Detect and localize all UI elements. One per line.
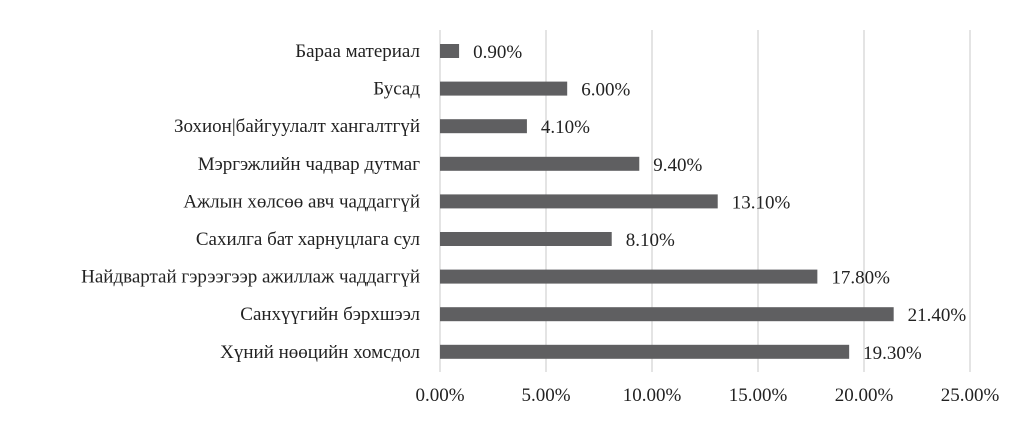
category-label: Зохион|байгуулалт хангалтгүй bbox=[174, 116, 420, 137]
data-label: 9.40% bbox=[653, 155, 702, 176]
data-label: 4.10% bbox=[541, 117, 590, 138]
category-label: Найдвартай гэрээгээр ажиллаж чаддаггүй bbox=[81, 267, 420, 288]
category-label: Сахилга бат харнуцлага сул bbox=[196, 229, 421, 250]
x-tick-label: 10.00% bbox=[623, 385, 682, 406]
bar bbox=[440, 307, 894, 322]
bar bbox=[440, 81, 568, 96]
bar bbox=[440, 44, 460, 58]
category-label: Санхүүгийн бэрхшээл bbox=[240, 304, 420, 325]
x-axis-ticks: 0.00% 5.00% 10.00% 15.00% 20.00% 25.00% bbox=[415, 385, 999, 406]
x-tick-label: 5.00% bbox=[521, 385, 570, 406]
x-tick-label: 0.00% bbox=[415, 385, 464, 406]
data-labels: 0.90% 6.00% 4.10% 9.40% 13.10% 8.10% 17.80% 21.… bbox=[473, 42, 966, 364]
bars bbox=[440, 44, 894, 359]
data-label: 8.10% bbox=[626, 230, 675, 251]
category-labels: Бараа материал Бусад Зохион|байгуулалт хан… bbox=[81, 41, 420, 363]
category-label: Бараа материал bbox=[295, 41, 420, 62]
data-label: 17.80% bbox=[831, 268, 890, 289]
category-label: Бусад bbox=[373, 79, 420, 100]
x-tick-label: 15.00% bbox=[729, 385, 788, 406]
category-label: Мэргэжлийн чадвар дутмаг bbox=[198, 154, 421, 175]
bar bbox=[440, 156, 640, 171]
bar bbox=[440, 269, 818, 284]
bar bbox=[440, 119, 527, 134]
bar bbox=[440, 232, 612, 246]
x-tick-label: 25.00% bbox=[941, 385, 1000, 406]
x-tick-label: 20.00% bbox=[835, 385, 894, 406]
data-label: 0.90% bbox=[473, 42, 522, 63]
data-label: 6.00% bbox=[581, 80, 630, 101]
bar bbox=[440, 344, 850, 359]
data-label: 13.10% bbox=[732, 192, 791, 213]
category-label: Хүний нөөцийн хомсдол bbox=[220, 342, 420, 363]
data-label: 19.30% bbox=[863, 343, 922, 364]
bar bbox=[440, 194, 718, 209]
category-label: Ажлын хөлсөө авч чаддаггүй bbox=[183, 191, 420, 212]
data-label: 21.40% bbox=[908, 305, 967, 326]
